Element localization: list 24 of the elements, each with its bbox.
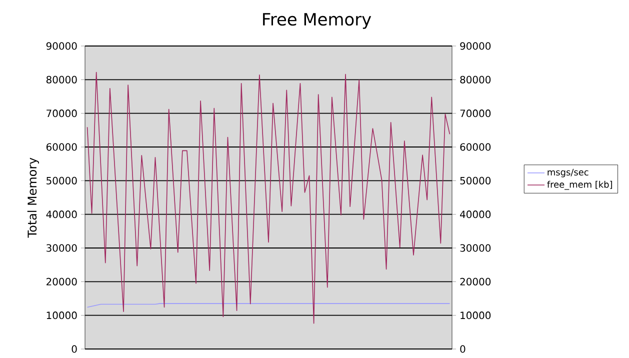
y-tick-label: 50000 — [46, 176, 77, 184]
y-tick-label: 60000 — [46, 143, 77, 151]
y2-tick-label: 60000 — [460, 143, 491, 151]
legend-label: free_mem [kb] — [547, 180, 612, 190]
y-tick-label: 10000 — [46, 312, 77, 320]
y-tick-label: 20000 — [46, 278, 77, 286]
y-tick-label: 40000 — [46, 210, 77, 218]
y-tick-label: 30000 — [46, 244, 77, 252]
y2-tick-label: 0 — [460, 345, 466, 353]
y-tick-label: 80000 — [46, 76, 77, 84]
y2-tick-label: 80000 — [460, 76, 491, 84]
y2-tick-label: 30000 — [460, 244, 491, 252]
y-tick-label: 70000 — [46, 110, 77, 118]
y-tick-label: 90000 — [46, 42, 77, 50]
legend-label: msgs/sec — [548, 168, 588, 178]
y2-tick-label: 40000 — [460, 210, 491, 218]
y2-tick-label: 90000 — [460, 42, 491, 50]
y2-tick-label: 50000 — [460, 176, 491, 184]
y-tick-label: 0 — [72, 345, 77, 353]
y2-tick-label: 70000 — [460, 110, 491, 118]
y-axis-title: Total Memory — [27, 158, 39, 238]
y2-tick-label: 20000 — [460, 278, 491, 286]
chart-title: Free Memory — [263, 13, 372, 29]
y2-tick-label: 10000 — [460, 312, 491, 320]
